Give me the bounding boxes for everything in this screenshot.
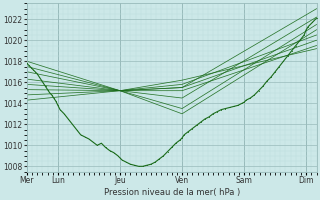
X-axis label: Pression niveau de la mer( hPa ): Pression niveau de la mer( hPa )	[104, 188, 240, 197]
